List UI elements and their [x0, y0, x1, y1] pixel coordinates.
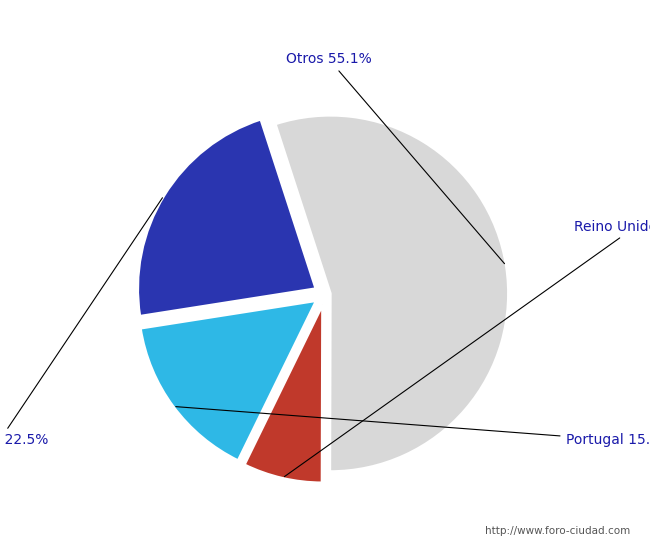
Wedge shape	[275, 115, 508, 471]
Text: Francia 22.5%: Francia 22.5%	[0, 198, 162, 447]
Wedge shape	[140, 301, 317, 461]
Text: Pantón - Turistas extranjeros según país - Agosto de 2024: Pantón - Turistas extranjeros según país…	[73, 21, 577, 40]
Text: Otros 55.1%: Otros 55.1%	[286, 52, 504, 263]
Wedge shape	[138, 119, 316, 316]
Text: Portugal 15.3%: Portugal 15.3%	[176, 406, 650, 447]
Text: http://www.foro-ciudad.com: http://www.foro-ciudad.com	[486, 526, 630, 536]
Wedge shape	[244, 305, 322, 483]
Text: Reino Unido 7.2%: Reino Unido 7.2%	[285, 219, 650, 477]
